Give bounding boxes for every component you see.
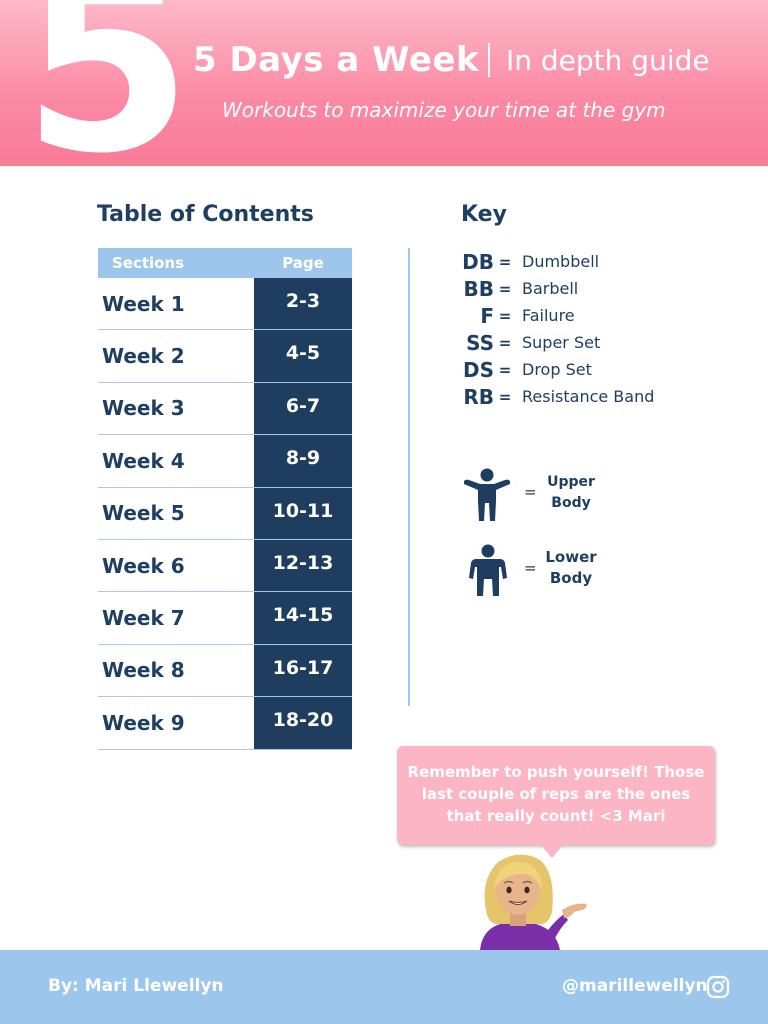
upper-body-line2: Body [551,495,591,511]
toc-row-label: Week 1 [102,291,185,316]
toc-row-page: 14-15 [254,592,352,644]
key-equals: = [498,387,512,406]
key-item-db: DB = Dumbbell [458,248,654,275]
speech-bubble: Remember to push yourself! Those last co… [397,746,715,845]
toc-row-week-6[interactable]: Week 6 12-13 [98,539,352,593]
key-item-bb: BB = Barbell [458,275,654,302]
lower-body-label: Lower Body [543,547,599,589]
toc-row-label: Week 8 [102,658,185,683]
key-definition: Resistance Band [522,387,655,406]
toc-col-sections: Sections [112,254,185,272]
key-abbr: DB [462,249,494,274]
key-item-ss: SS = Super Set [458,329,654,356]
toc-row-label: Week 5 [102,501,185,526]
toc-row-label: Week 4 [102,448,185,473]
key-definition: Dumbbell [522,252,600,271]
key-abbr: F [480,303,494,328]
key-equals: = [524,483,537,501]
toc-row-week-9[interactable]: Week 9 18-20 [98,697,352,750]
toc-row-week-1[interactable]: Week 1 2-3 [98,278,352,331]
key-abbr: SS [466,330,494,355]
key-item-f: F = Failure [458,302,654,329]
toc-row-week-4[interactable]: Week 4 8-9 [98,435,352,488]
instagram-handle[interactable]: @marillewellyn [562,976,708,996]
key-upper-body: = Upper Body [462,466,622,524]
key-abbr: RB [463,384,494,409]
key-list: DB = Dumbbell BB = Barbell F = Failure S… [458,248,654,410]
speech-bubble-text: Remember to push yourself! Those last co… [397,761,715,827]
toc-row-page: 18-20 [254,697,352,749]
key-item-ds: DS = Drop Set [458,356,654,383]
toc-row-page: 6-7 [254,382,352,435]
key-abbr: DS [462,357,494,382]
upper-body-icon [464,468,510,521]
toc-row-label: Week 2 [102,344,185,369]
key-definition: Barbell [522,279,579,298]
toc-row-week-8[interactable]: Week 8 16-17 [98,644,352,698]
toc-row-week-7[interactable]: Week 7 14-15 [98,592,352,645]
toc-row-page: 8-9 [254,435,352,487]
upper-body-label: Upper Body [546,472,596,514]
toc-heading: Table of Contents [97,202,314,227]
bubble-line-2: last couple of reps are the ones [421,785,691,803]
toc-row-week-2[interactable]: Week 2 4-5 [98,330,352,383]
toc-row-week-3[interactable]: Week 3 6-7 [98,382,352,436]
big-number: 5 [22,0,193,166]
page-subtitle: In depth guide [506,44,710,77]
header-banner: 5 5 Days a Week In depth guide Workouts … [0,0,768,166]
key-definition: Failure [522,306,575,325]
bubble-line-3: that really count! <3 Mari [446,807,666,825]
toc-table: Sections Page Week 1 2-3 Week 2 4-5 Week… [98,248,352,750]
key-equals: = [498,306,512,325]
author-credit: By: Mari Llewellyn [48,976,224,996]
toc-col-page: Page [282,254,324,272]
toc-row-page: 10-11 [254,487,352,539]
toc-row-page: 4-5 [254,330,352,382]
lower-body-icon [469,544,507,596]
page-title: 5 Days a Week [193,40,480,80]
toc-row-label: Week 6 [102,553,185,578]
key-equals: = [498,252,512,271]
key-equals: = [524,559,537,577]
toc-row-week-5[interactable]: Week 5 10-11 [98,487,352,540]
lower-body-line2: Body [549,569,593,587]
toc-row-page: 12-13 [254,539,352,592]
key-equals: = [498,333,512,352]
instagram-icon[interactable] [706,975,730,999]
toc-row-label: Week 3 [102,396,185,421]
toc-header-row: Sections Page [98,248,352,278]
footer-bar: By: Mari Llewellyn @marillewellyn [0,950,768,1024]
upper-body-line1: Upper [547,474,595,490]
page-tagline: Workouts to maximize your time at the gy… [222,98,666,122]
toc-row-label: Week 9 [102,710,185,735]
woman-tipping-hand-avatar [480,854,587,950]
key-lower-body: = Lower Body [466,543,626,599]
title-divider [488,43,490,77]
key-definition: Super Set [522,333,601,352]
column-divider [408,248,410,706]
toc-row-page: 2-3 [254,278,352,330]
toc-row-label: Week 7 [102,606,185,631]
key-abbr: BB [463,276,495,301]
key-equals: = [498,360,512,379]
key-item-rb: RB = Resistance Band [458,383,654,410]
key-equals: = [498,279,512,298]
toc-row-page: 16-17 [254,644,352,697]
lower-body-line1: Lower [545,548,597,566]
key-heading: Key [461,202,507,227]
key-definition: Drop Set [522,360,592,379]
speech-bubble-tail [540,844,564,858]
bubble-line-1: Remember to push yourself! Those [407,763,705,781]
